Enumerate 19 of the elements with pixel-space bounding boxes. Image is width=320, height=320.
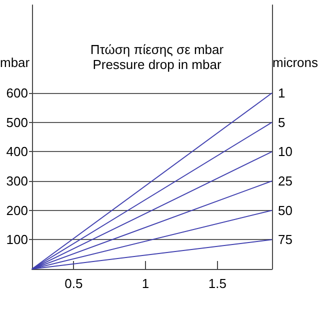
y2-axis-title: microns: [272, 55, 318, 70]
series-label: 5: [278, 114, 286, 130]
y-tick-label: 500: [6, 114, 28, 130]
y-axis-title: mbar: [0, 55, 30, 70]
series-label: 75: [278, 232, 292, 248]
y-tick-label: 200: [6, 202, 28, 218]
series-label: 50: [278, 202, 292, 218]
series-label: 25: [278, 174, 292, 188]
series-label: 1: [278, 86, 286, 100]
x-tick-label: 0.5: [64, 276, 83, 291]
y-tick-label: 600: [6, 86, 28, 100]
y-tick-label: 100: [6, 232, 28, 248]
text: Pressure drop in mbar: [92, 57, 222, 72]
text: Πτώση πίεσης σε mbar: [90, 42, 224, 57]
series-label: 10: [278, 144, 292, 160]
y-tick-label: 300: [6, 174, 28, 188]
x-tick-label: 1.5: [208, 276, 226, 291]
y-tick-label: 400: [6, 144, 28, 160]
x-tick-label: 1: [142, 276, 150, 291]
